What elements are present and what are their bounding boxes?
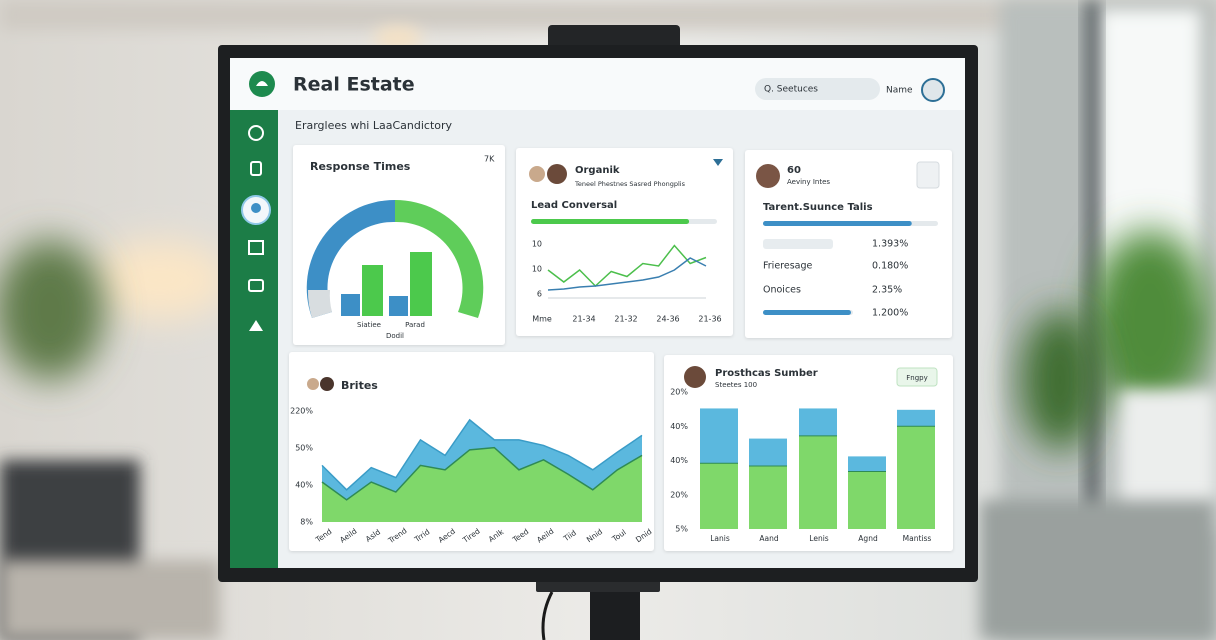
y-tick-label: 10 xyxy=(532,265,542,274)
card-subtitle: Steetes 100 xyxy=(715,381,757,389)
bar-segment xyxy=(700,463,738,529)
y-tick-label: 20% xyxy=(670,490,688,499)
y-tick-label: 8% xyxy=(300,518,313,527)
avatar xyxy=(320,377,334,391)
line-series xyxy=(547,244,707,288)
bar-segment xyxy=(848,456,886,472)
app-title: Real Estate xyxy=(293,74,415,96)
bar-segment xyxy=(700,408,738,464)
x-tick-label: Agnd xyxy=(858,534,878,543)
search-text[interactable]: Q. Seetuces xyxy=(764,85,818,95)
bar-label: Parad xyxy=(405,321,425,329)
row-label: Onoices xyxy=(763,285,801,296)
button[interactable] xyxy=(896,367,938,387)
gauge xyxy=(306,199,484,318)
x-tick-label: Mantiss xyxy=(903,534,932,543)
bar-segment xyxy=(897,409,935,427)
header: Real Estate Q. Seetuces Name xyxy=(230,58,965,110)
x-tick-label: 21-36 xyxy=(698,315,721,324)
progress-fill xyxy=(763,310,851,315)
line-series xyxy=(547,257,707,291)
user-avatar[interactable] xyxy=(921,78,945,102)
card xyxy=(516,148,733,336)
nav-icon[interactable] xyxy=(250,161,262,176)
avatar xyxy=(307,378,319,390)
x-tick-label: Lanis xyxy=(710,534,730,543)
lead-name: Organik xyxy=(575,165,620,176)
sidebar xyxy=(230,110,278,568)
area xyxy=(322,447,642,522)
card-title: Response Times xyxy=(310,160,411,173)
y-tick-label: 40% xyxy=(670,456,688,465)
bar-segment xyxy=(799,408,837,436)
nav-icon[interactable] xyxy=(248,125,264,141)
card-title: Prosthcas Sumber xyxy=(715,368,818,379)
y-tick-label: 50% xyxy=(295,444,313,453)
doc-icon[interactable] xyxy=(916,161,940,189)
area-line xyxy=(321,446,643,501)
avatar xyxy=(547,164,567,184)
row-value: 1.393% xyxy=(872,239,908,250)
badge: 7K xyxy=(484,155,495,164)
bar xyxy=(410,252,432,316)
user-name[interactable]: Name xyxy=(886,86,913,96)
progress-fill xyxy=(763,221,912,226)
y-tick-label: 40% xyxy=(670,422,688,431)
x-tick-label: Mme xyxy=(532,315,552,324)
bar-segment xyxy=(749,438,787,466)
y-tick-label: 6 xyxy=(537,290,542,299)
row-image xyxy=(763,239,833,249)
card xyxy=(745,150,952,338)
bar-segment xyxy=(848,471,886,529)
y-tick-label: 5% xyxy=(675,525,688,534)
y-tick-label: 220% xyxy=(290,407,313,416)
y-tick-label: 20% xyxy=(670,388,688,397)
area-line xyxy=(321,418,643,491)
search-box[interactable] xyxy=(755,78,880,100)
row-value: 0.180% xyxy=(872,261,908,272)
bar xyxy=(362,265,383,316)
row-label: Frieresage xyxy=(763,261,813,272)
x-tick-label: 21-32 xyxy=(614,315,637,324)
progress-fill xyxy=(531,219,690,224)
avatar-label: 60 xyxy=(787,165,801,176)
avatar xyxy=(684,366,706,388)
card-title: Tarent.Suunce Talis xyxy=(763,202,873,213)
avatar-sub: Aeviny Intes xyxy=(787,178,830,186)
x-tick-label: Lenis xyxy=(809,534,828,543)
bar-label: Siatiee xyxy=(357,321,381,329)
x-tick-label: Aand xyxy=(759,534,778,543)
bar-label: Dodil xyxy=(386,332,404,340)
avatar xyxy=(529,166,545,182)
nav-icon[interactable] xyxy=(249,320,263,331)
card-title: Lead Conversal xyxy=(531,200,617,211)
nav-icon[interactable] xyxy=(248,240,264,255)
bar xyxy=(389,296,408,316)
row-value: 2.35% xyxy=(872,285,902,296)
y-tick-label: 40% xyxy=(295,481,313,490)
subtitle: Erarglees whi LaaCandictory xyxy=(295,119,453,132)
y-tick-label: 10 xyxy=(532,240,542,249)
x-tick-label: 24-36 xyxy=(656,315,679,324)
card-title: Brites xyxy=(341,379,378,392)
bar-segment xyxy=(799,435,837,529)
button-label[interactable]: Fngpy xyxy=(906,374,928,382)
x-tick-label: 21-34 xyxy=(572,315,595,324)
dropdown[interactable] xyxy=(713,159,723,166)
bar-segment xyxy=(897,426,935,529)
lead-desc: Teneel Phestnes Sasred Phongplis xyxy=(574,180,686,188)
bar-segment xyxy=(749,465,787,529)
avatar xyxy=(756,164,780,188)
nav-icon[interactable] xyxy=(248,279,264,292)
row-value: 1.200% xyxy=(872,308,908,319)
bar xyxy=(341,294,360,316)
